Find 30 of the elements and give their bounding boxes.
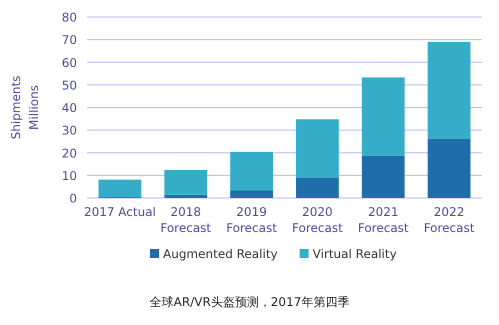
x-tick-label: 2022 Forecast bbox=[424, 205, 475, 235]
bar bbox=[98, 180, 142, 198]
bar bbox=[296, 178, 339, 198]
bar bbox=[164, 170, 208, 195]
y-tick-label: 70 bbox=[62, 33, 77, 48]
bar bbox=[164, 194, 208, 198]
x-tick-label: 2018 Forecast bbox=[160, 205, 212, 235]
legend-label: Virtual Reality bbox=[312, 247, 397, 261]
text: 全球AR/VR头盔预测，2017年第四季 bbox=[150, 295, 350, 309]
y-tick-label: 10 bbox=[62, 168, 77, 183]
y-tick-label: 50 bbox=[62, 78, 77, 92]
x-tick-label: 2020 Forecast bbox=[292, 205, 344, 235]
y-tick-label: 20 bbox=[62, 146, 77, 160]
x-tick-label: 2017 Actual bbox=[84, 205, 156, 219]
bar bbox=[428, 138, 470, 198]
bar bbox=[296, 119, 339, 178]
x-tick-label: 2019 Forecast bbox=[226, 205, 278, 235]
y-tick-label: 30 bbox=[62, 124, 77, 138]
y-tick-label: 0 bbox=[69, 192, 77, 206]
bar bbox=[362, 77, 405, 156]
bar bbox=[362, 156, 405, 198]
y-tick-label: 80 bbox=[62, 10, 77, 24]
y-tick-label: 40 bbox=[62, 101, 77, 115]
x-tick-label: 2021 Forecast bbox=[358, 205, 409, 235]
bar bbox=[428, 42, 470, 139]
legend-label: Augmented Reality bbox=[163, 247, 278, 261]
bar bbox=[230, 190, 273, 198]
y-tick-label: 60 bbox=[62, 56, 77, 70]
bar bbox=[230, 152, 273, 191]
y-axis-title: Shipments Millions bbox=[9, 76, 41, 140]
